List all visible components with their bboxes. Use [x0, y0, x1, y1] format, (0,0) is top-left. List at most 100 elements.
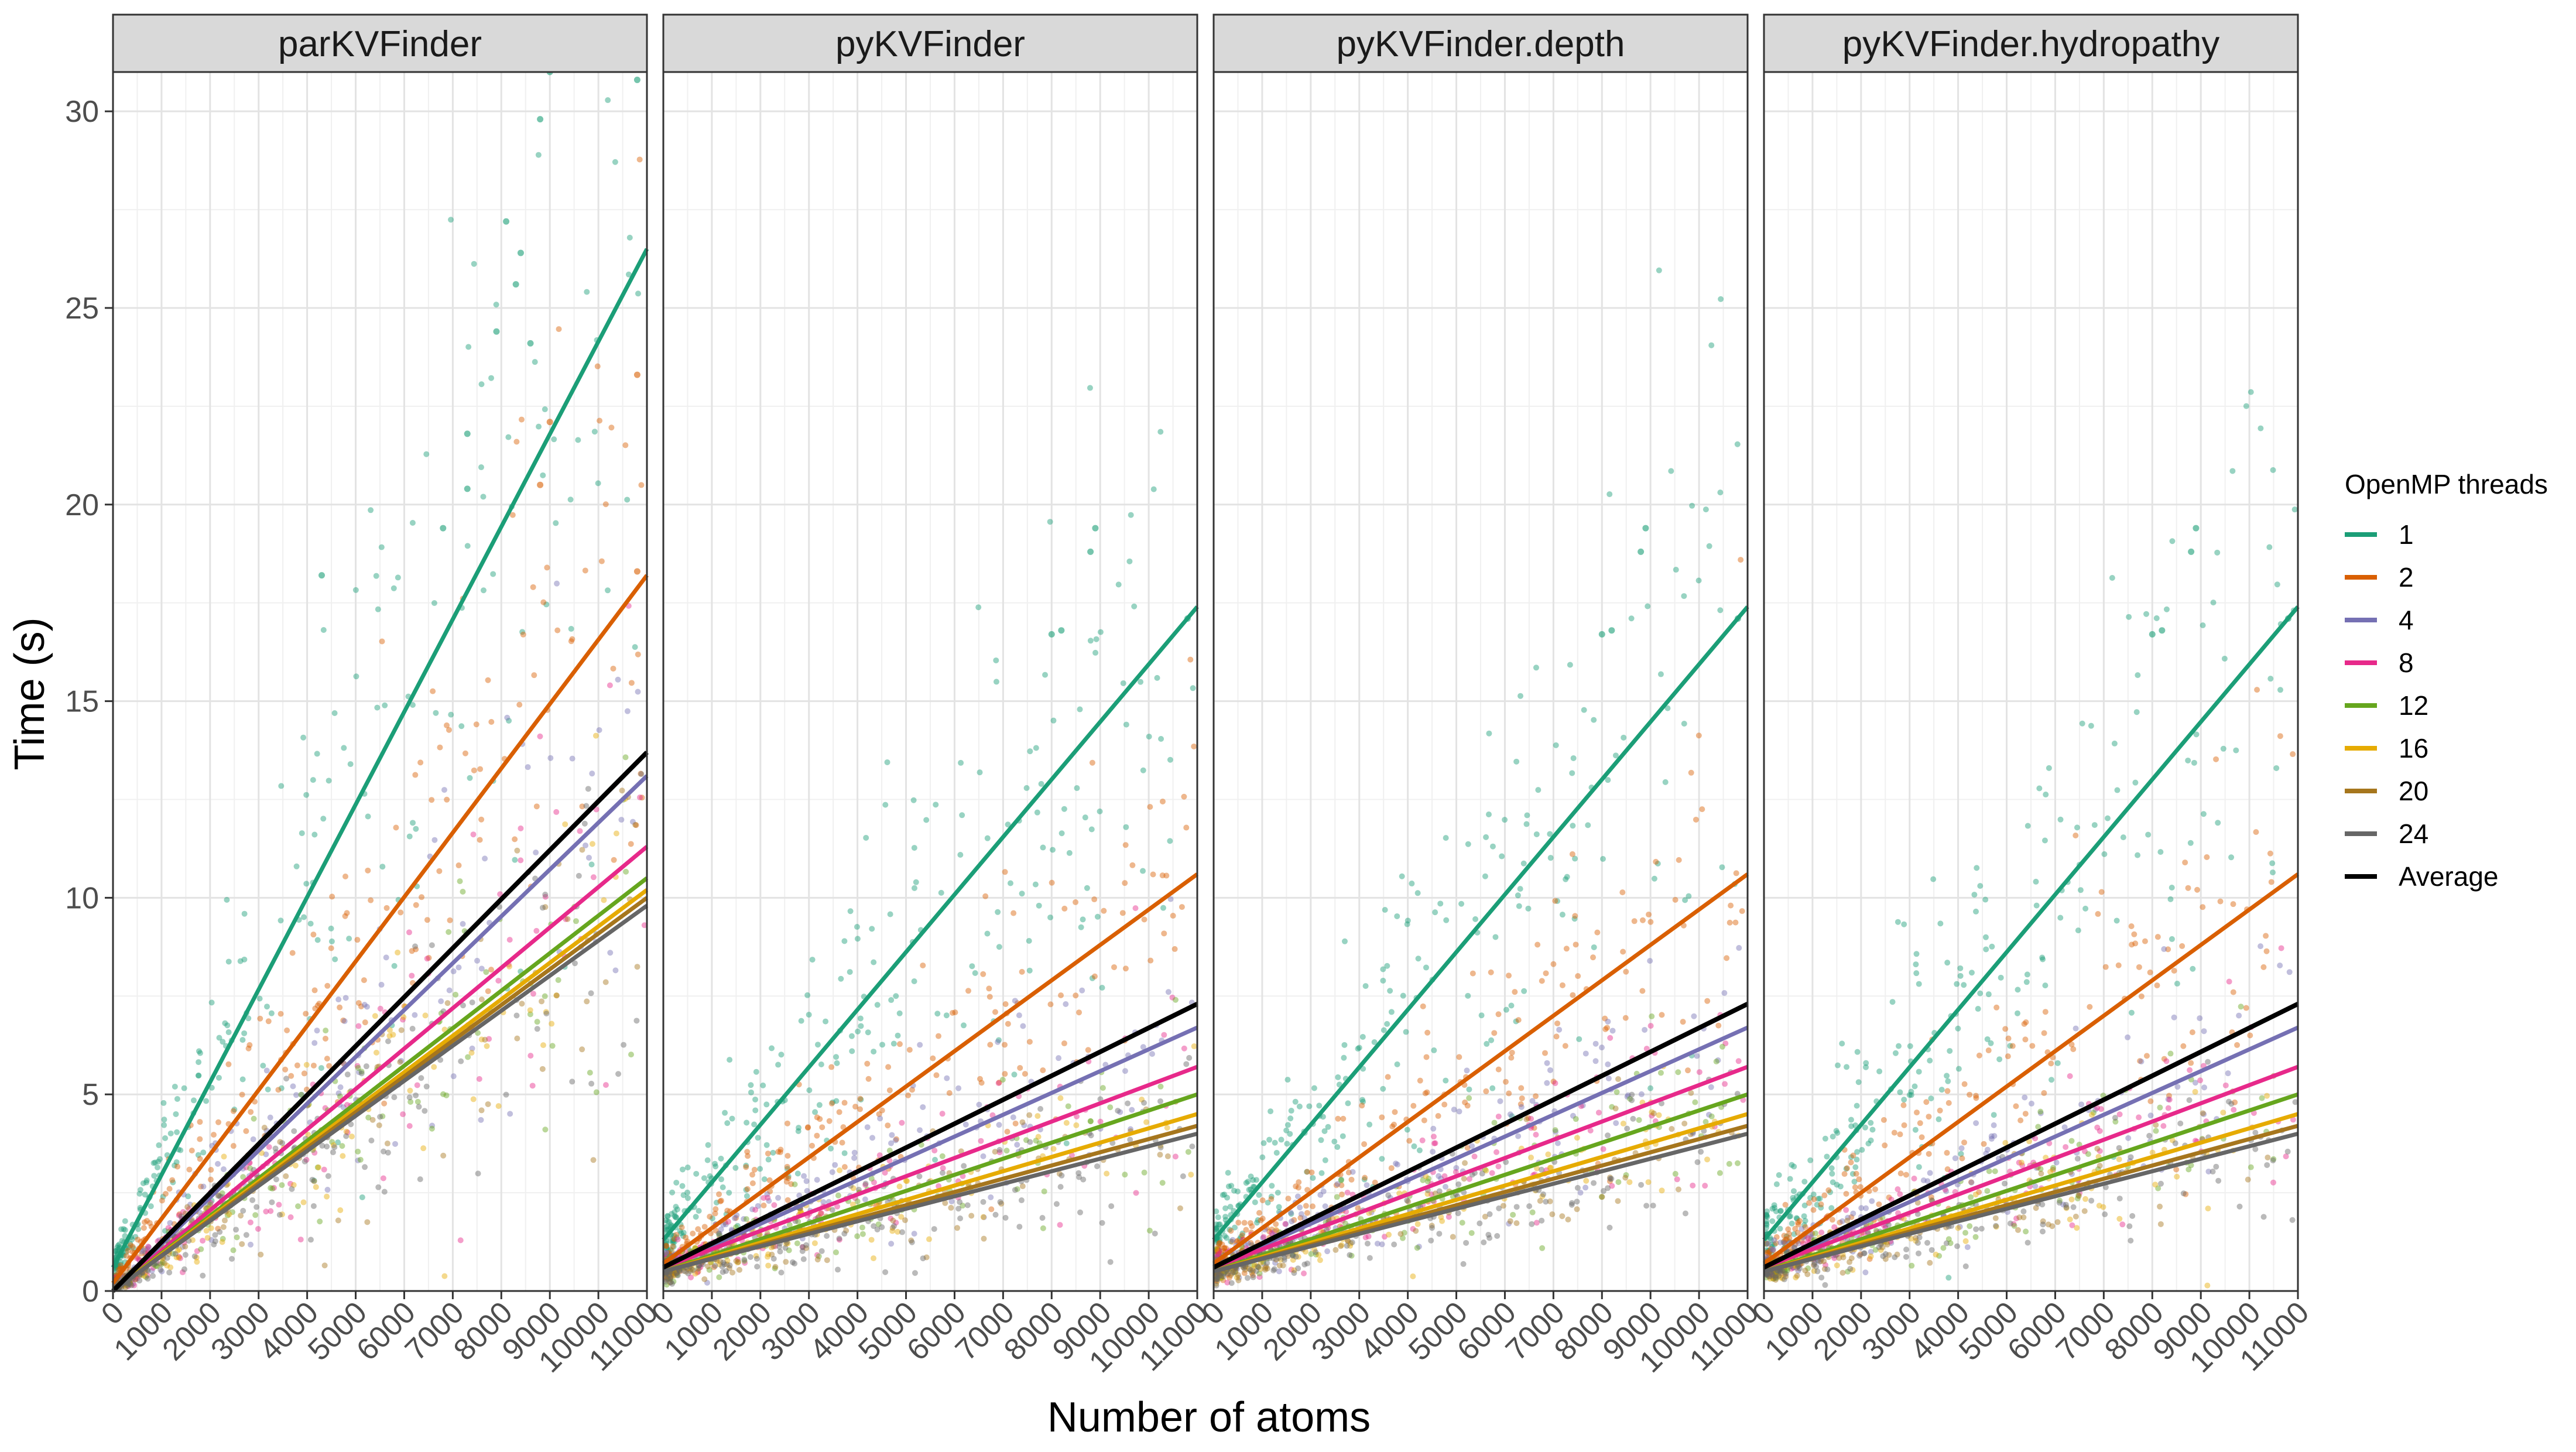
data-point [1872, 1186, 1878, 1192]
data-point [1946, 1100, 1952, 1106]
data-point [2260, 964, 2266, 970]
data-point [478, 381, 484, 387]
data-point [224, 897, 229, 903]
data-point [343, 1133, 349, 1139]
data-point [375, 607, 381, 612]
data-point [240, 1208, 246, 1214]
data-point [877, 1115, 883, 1121]
data-point [871, 959, 876, 965]
data-point [1016, 1224, 1022, 1230]
data-point [542, 406, 548, 412]
data-point [893, 993, 899, 999]
data-point [1430, 1149, 1436, 1155]
data-point [2002, 1026, 2008, 1032]
data-point [480, 494, 486, 499]
data-point [1455, 1182, 1461, 1187]
data-point [268, 1185, 273, 1191]
data-point [612, 967, 618, 973]
data-point [862, 1197, 868, 1203]
data-point [897, 1041, 903, 1047]
data-point [859, 1225, 865, 1231]
data-point [1533, 1132, 1539, 1138]
data-point [1303, 1203, 1309, 1209]
data-point [1379, 1156, 1385, 1162]
data-point [477, 837, 483, 843]
data-point [1521, 861, 1527, 867]
data-point [1296, 1184, 1301, 1190]
data-point [996, 1122, 1002, 1128]
data-point [1341, 1055, 1347, 1061]
data-point [1158, 736, 1164, 742]
data-point [1553, 742, 1559, 748]
data-point [1947, 1048, 1952, 1054]
data-point [2161, 946, 2167, 952]
data-point [1094, 636, 1099, 642]
data-point [1553, 1127, 1558, 1133]
data-point [865, 1029, 871, 1035]
data-point [1717, 489, 1723, 495]
data-point [424, 1084, 430, 1090]
data-point [382, 703, 388, 708]
data-point [721, 1261, 727, 1267]
data-point [1469, 1230, 1475, 1236]
data-point [1944, 1150, 1950, 1156]
data-point [841, 1231, 847, 1237]
data-point [905, 1093, 911, 1098]
data-point [1530, 1210, 1536, 1215]
data-point [1533, 1093, 1539, 1099]
data-point [1183, 825, 1189, 831]
data-point [542, 1126, 548, 1132]
data-point [817, 1102, 823, 1108]
data-point [754, 1263, 760, 1269]
data-point [1545, 1152, 1551, 1158]
data-point [1399, 874, 1405, 879]
data-point [2036, 786, 2042, 792]
data-point [290, 1083, 296, 1089]
data-point [638, 771, 644, 777]
data-point [1420, 1138, 1426, 1143]
data-point [308, 1237, 314, 1242]
data-point [2142, 939, 2148, 944]
data-point [471, 261, 477, 267]
data-point [125, 1248, 131, 1254]
data-point [587, 1070, 593, 1076]
data-point [2169, 538, 2175, 544]
data-point [1697, 1069, 1703, 1075]
data-point [1076, 1174, 1082, 1180]
data-point [289, 1186, 294, 1192]
data-point [1384, 1021, 1390, 1027]
data-point [1912, 1084, 1918, 1090]
data-point [2015, 987, 2020, 992]
data-point [1789, 1221, 1795, 1227]
data-point [198, 1246, 204, 1252]
data-point [1462, 1100, 1468, 1105]
data-point [1122, 1068, 1128, 1074]
data-point [1338, 1177, 1344, 1183]
data-point [696, 1208, 702, 1214]
data-point [217, 1035, 222, 1040]
data-point [1945, 1275, 1951, 1280]
data-point [484, 1043, 490, 1049]
data-point [1366, 1122, 1372, 1128]
data-point [262, 1125, 268, 1131]
data-point [1600, 856, 1606, 862]
data-point [995, 1039, 1001, 1045]
data-point [1125, 1101, 1131, 1107]
data-point [458, 723, 464, 729]
data-point [1040, 1215, 1046, 1221]
data-point [1854, 1103, 1860, 1109]
data-point [717, 1198, 723, 1204]
data-point [1436, 1173, 1441, 1179]
data-point [1818, 1201, 1824, 1207]
data-point [1293, 1254, 1299, 1259]
data-point [1975, 1006, 1981, 1012]
data-point [1559, 1213, 1565, 1219]
data-point [1164, 1125, 1170, 1131]
data-point [1432, 909, 1438, 915]
data-point [579, 1046, 585, 1052]
data-point [917, 1127, 923, 1133]
data-point [804, 992, 810, 998]
data-point [407, 834, 413, 840]
data-point [1253, 1268, 1259, 1274]
data-point [1033, 882, 1039, 888]
